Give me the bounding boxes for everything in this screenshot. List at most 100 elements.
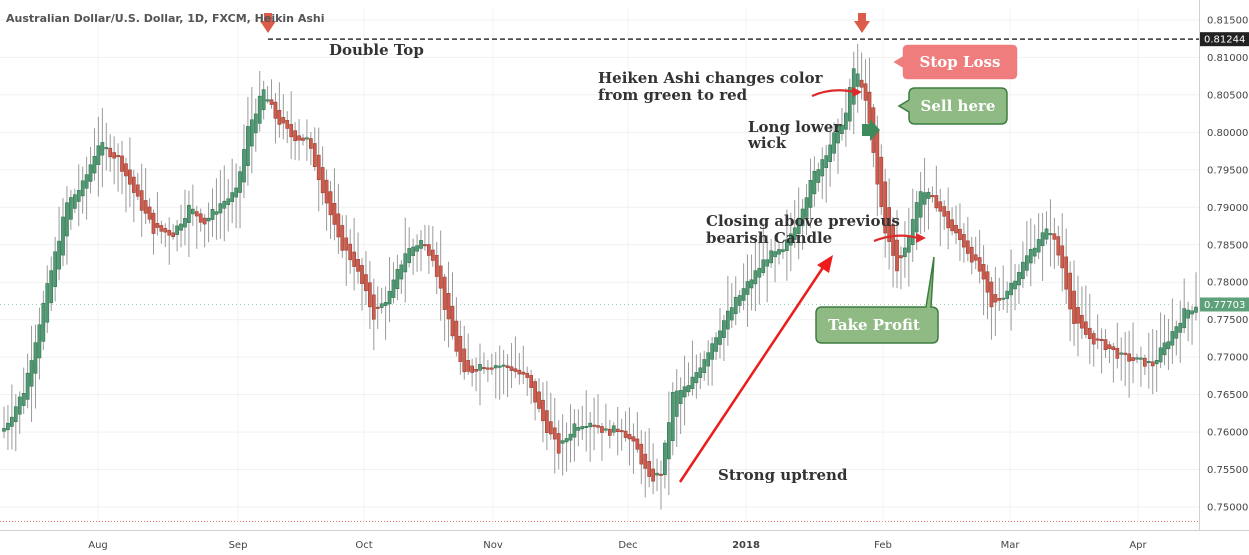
bullish-candle — [88, 164, 93, 182]
bullish-candle — [1194, 306, 1198, 313]
bullish-candle — [253, 113, 258, 134]
bullish-candle — [57, 240, 61, 270]
bearish-candle — [883, 181, 888, 234]
bullish-candle — [1024, 255, 1029, 271]
bearish-candle — [108, 147, 113, 158]
bullish-candle — [718, 330, 722, 345]
bullish-candle — [1154, 359, 1159, 365]
bearish-candle — [938, 201, 943, 212]
bullish-candle — [175, 225, 179, 236]
bearish-candle — [430, 249, 435, 261]
bullish-candle — [1186, 309, 1190, 319]
bullish-candle — [190, 208, 195, 215]
bullish-candle — [501, 364, 506, 367]
bullish-candle — [1017, 272, 1021, 286]
bullish-candle — [773, 251, 777, 258]
stop-loss-callout[interactable]: Stop Loss — [890, 43, 1019, 81]
bullish-candle — [694, 372, 699, 384]
bearish-candle — [143, 200, 148, 214]
bearish-candle — [368, 282, 372, 308]
bullish-candle — [419, 240, 423, 249]
bearish-candle — [615, 428, 620, 432]
bullish-candle — [1135, 357, 1139, 360]
bearish-candle — [466, 360, 471, 372]
price-tick-label: 0.79000 — [1207, 203, 1248, 214]
bearish-candle — [364, 274, 368, 292]
take-profit-callout[interactable]: Take Profit — [815, 256, 939, 344]
bearish-candle — [151, 212, 156, 234]
bullish-candle — [387, 290, 392, 305]
time-tick-label: Aug — [88, 540, 108, 551]
bullish-candle — [391, 279, 396, 298]
bearish-candle — [981, 264, 986, 280]
bullish-candle — [2, 428, 6, 432]
bearish-candle — [659, 473, 663, 476]
bearish-candle — [1150, 361, 1155, 367]
bullish-candle — [737, 295, 742, 306]
bearish-candle — [651, 468, 655, 482]
bearish-candle — [167, 230, 172, 236]
bullish-candle — [792, 227, 797, 240]
annotation-lower-wick-line2: wick — [747, 134, 787, 152]
bullish-candle — [1048, 233, 1053, 236]
bearish-candle — [171, 232, 176, 238]
bearish-candle — [135, 184, 140, 197]
bullish-candle — [1139, 357, 1143, 360]
annotation-closing-above-line2: bearish Candle — [706, 229, 832, 247]
bearish-candle — [930, 195, 935, 198]
bearish-candle — [198, 213, 203, 223]
bullish-candle — [836, 124, 840, 144]
bullish-candle — [6, 422, 10, 431]
color-change-arrow — [811, 89, 856, 98]
bearish-candle — [1107, 344, 1112, 349]
bearish-candle — [1087, 327, 1092, 340]
bearish-candle — [427, 244, 431, 256]
bullish-candle — [415, 245, 419, 252]
bearish-candle — [1123, 352, 1128, 355]
bearish-candle — [489, 367, 494, 370]
double-top-marker-right — [854, 13, 870, 33]
bearish-candle — [486, 367, 490, 370]
bearish-candle — [112, 152, 117, 159]
bullish-candle — [769, 250, 773, 264]
annotation-color-change-line2: from green to red — [598, 86, 748, 104]
bearish-candle — [438, 265, 443, 289]
bearish-candle — [1131, 357, 1135, 361]
bearish-candle — [324, 179, 329, 204]
bullish-candle — [1178, 322, 1183, 333]
bearish-candle — [962, 234, 966, 248]
bearish-candle — [895, 239, 899, 272]
bullish-candle — [655, 472, 659, 476]
bearish-candle — [623, 430, 628, 438]
bullish-candle — [222, 200, 227, 209]
bearish-candle — [442, 276, 447, 310]
price-tick-label: 0.79500 — [1207, 165, 1248, 176]
bullish-candle — [765, 259, 770, 267]
bearish-candle — [969, 246, 974, 263]
last-price-tag: 0.77703 — [1200, 297, 1249, 312]
bullish-candle — [1162, 342, 1167, 356]
bullish-candle — [17, 396, 22, 415]
sell-here-callout[interactable]: Sell here — [897, 87, 1008, 125]
bullish-candle — [796, 217, 801, 234]
bearish-candle — [159, 225, 164, 232]
bullish-candle — [702, 359, 707, 373]
bearish-candle — [474, 368, 478, 372]
bullish-candle — [1001, 297, 1006, 300]
bullish-candle — [670, 392, 675, 441]
bearish-candle — [556, 433, 561, 454]
bearish-candle — [155, 223, 160, 228]
bearish-candle — [600, 426, 604, 433]
bearish-candle — [1080, 315, 1084, 329]
bullish-candle — [1146, 361, 1151, 364]
bullish-candle — [816, 169, 821, 183]
bearish-candle — [954, 224, 958, 234]
bearish-candle — [1095, 338, 1100, 341]
bearish-candle — [631, 436, 636, 442]
bullish-candle — [1174, 326, 1179, 339]
resistance-price-label: 0.81244 — [1204, 35, 1245, 46]
time-tick-label: Feb — [874, 540, 892, 551]
bullish-candle — [403, 253, 408, 273]
bullish-candle — [1190, 310, 1194, 315]
